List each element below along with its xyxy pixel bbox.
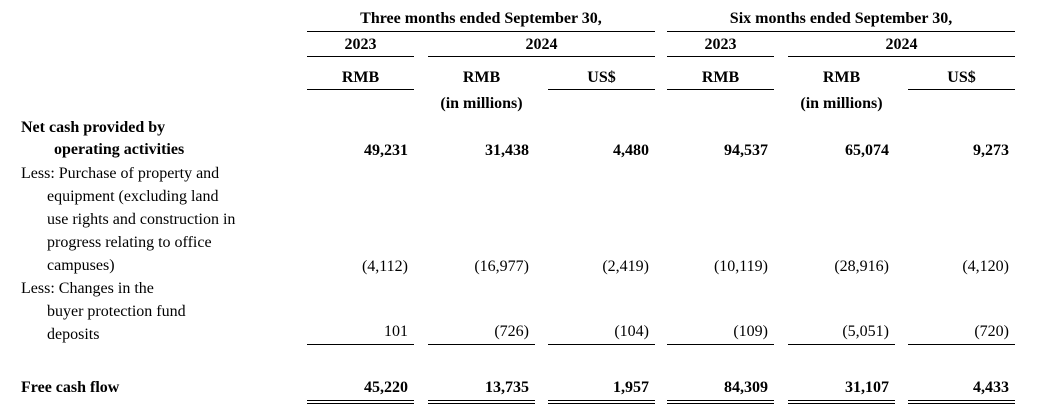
row-label-capex: equipment (excluding land (47, 188, 219, 205)
value-cell: (726) (494, 323, 529, 340)
total-rule (428, 403, 535, 404)
total-rule (548, 400, 655, 401)
value-cell: (4,112) (361, 258, 408, 275)
header-rule (307, 31, 655, 32)
row-label-net-cash: operating activities (54, 141, 185, 158)
header-six-months: Six months ended September 30, (729, 10, 953, 27)
value-cell: 1,957 (613, 379, 649, 396)
header-rule (908, 89, 1015, 90)
value-cell: 84,309 (724, 379, 768, 396)
currency-rmb: RMB (701, 69, 740, 86)
header-rule (667, 89, 774, 90)
value-cell: (5,051) (842, 323, 889, 340)
year-2023-h: 2023 (704, 36, 737, 53)
row-label-net-cash: Net cash provided by (21, 119, 166, 136)
header-rule (307, 89, 414, 90)
row-label-buyer-protection: buyer protection fund (47, 303, 186, 320)
total-rule (908, 403, 1015, 404)
value-cell: (2,419) (602, 258, 649, 275)
header-rule (667, 56, 774, 57)
row-label-free-cash-flow: Free cash flow (21, 379, 120, 396)
subtotal-rule (307, 344, 414, 345)
in-millions-label: (in millions) (440, 95, 523, 112)
value-cell: 65,074 (845, 142, 889, 159)
value-cell: 94,537 (724, 142, 768, 159)
row-label-capex: progress relating to office (47, 234, 212, 251)
header-rule (788, 56, 1015, 57)
currency-usd: US$ (587, 69, 616, 86)
row-label-capex: campuses) (47, 257, 115, 274)
year-2023-q: 2023 (344, 36, 377, 53)
subtotal-rule (667, 344, 774, 345)
total-rule (428, 400, 535, 401)
subtotal-rule (788, 344, 895, 345)
value-cell: (104) (614, 323, 649, 340)
currency-rmb: RMB (462, 69, 501, 86)
row-label-capex: Less: Purchase of property and (21, 165, 220, 182)
total-rule (667, 400, 774, 401)
value-cell: 9,273 (973, 142, 1009, 159)
total-rule (788, 400, 895, 401)
header-rule (548, 89, 655, 90)
value-cell: 31,107 (845, 379, 889, 396)
value-cell: 4,433 (973, 379, 1009, 396)
header-rule (307, 56, 414, 57)
row-label-capex: use rights and construction in (47, 211, 236, 228)
header-three-months: Three months ended September 30, (360, 10, 602, 27)
year-2024-h: 2024 (885, 36, 918, 53)
row-label-buyer-protection: deposits (47, 326, 100, 343)
currency-rmb: RMB (341, 69, 380, 86)
subtotal-rule (908, 344, 1015, 345)
value-cell: (10,119) (713, 258, 768, 275)
value-cell: 31,438 (485, 142, 529, 159)
subtotal-rule (428, 344, 535, 345)
value-cell: 4,480 (613, 142, 649, 159)
value-cell: (720) (974, 323, 1009, 340)
value-cell: (109) (733, 323, 768, 340)
value-cell: 49,231 (364, 142, 408, 159)
value-cell: 13,735 (485, 379, 529, 396)
header-rule (428, 56, 655, 57)
total-rule (548, 403, 655, 404)
value-cell: 101 (384, 323, 408, 340)
year-2024-q: 2024 (525, 36, 558, 53)
currency-rmb: RMB (822, 69, 861, 86)
value-cell: 45,220 (364, 379, 408, 396)
header-rule (667, 31, 1015, 32)
value-cell: (4,120) (962, 258, 1009, 275)
total-rule (307, 400, 414, 401)
total-rule (667, 403, 774, 404)
row-label-buyer-protection: Less: Changes in the (21, 280, 154, 297)
currency-usd: US$ (947, 69, 976, 86)
total-rule (908, 400, 1015, 401)
total-rule (307, 403, 414, 404)
total-rule (788, 403, 895, 404)
subtotal-rule (548, 344, 655, 345)
in-millions-label: (in millions) (800, 95, 883, 112)
value-cell: (28,916) (834, 258, 889, 275)
value-cell: (16,977) (474, 258, 529, 275)
